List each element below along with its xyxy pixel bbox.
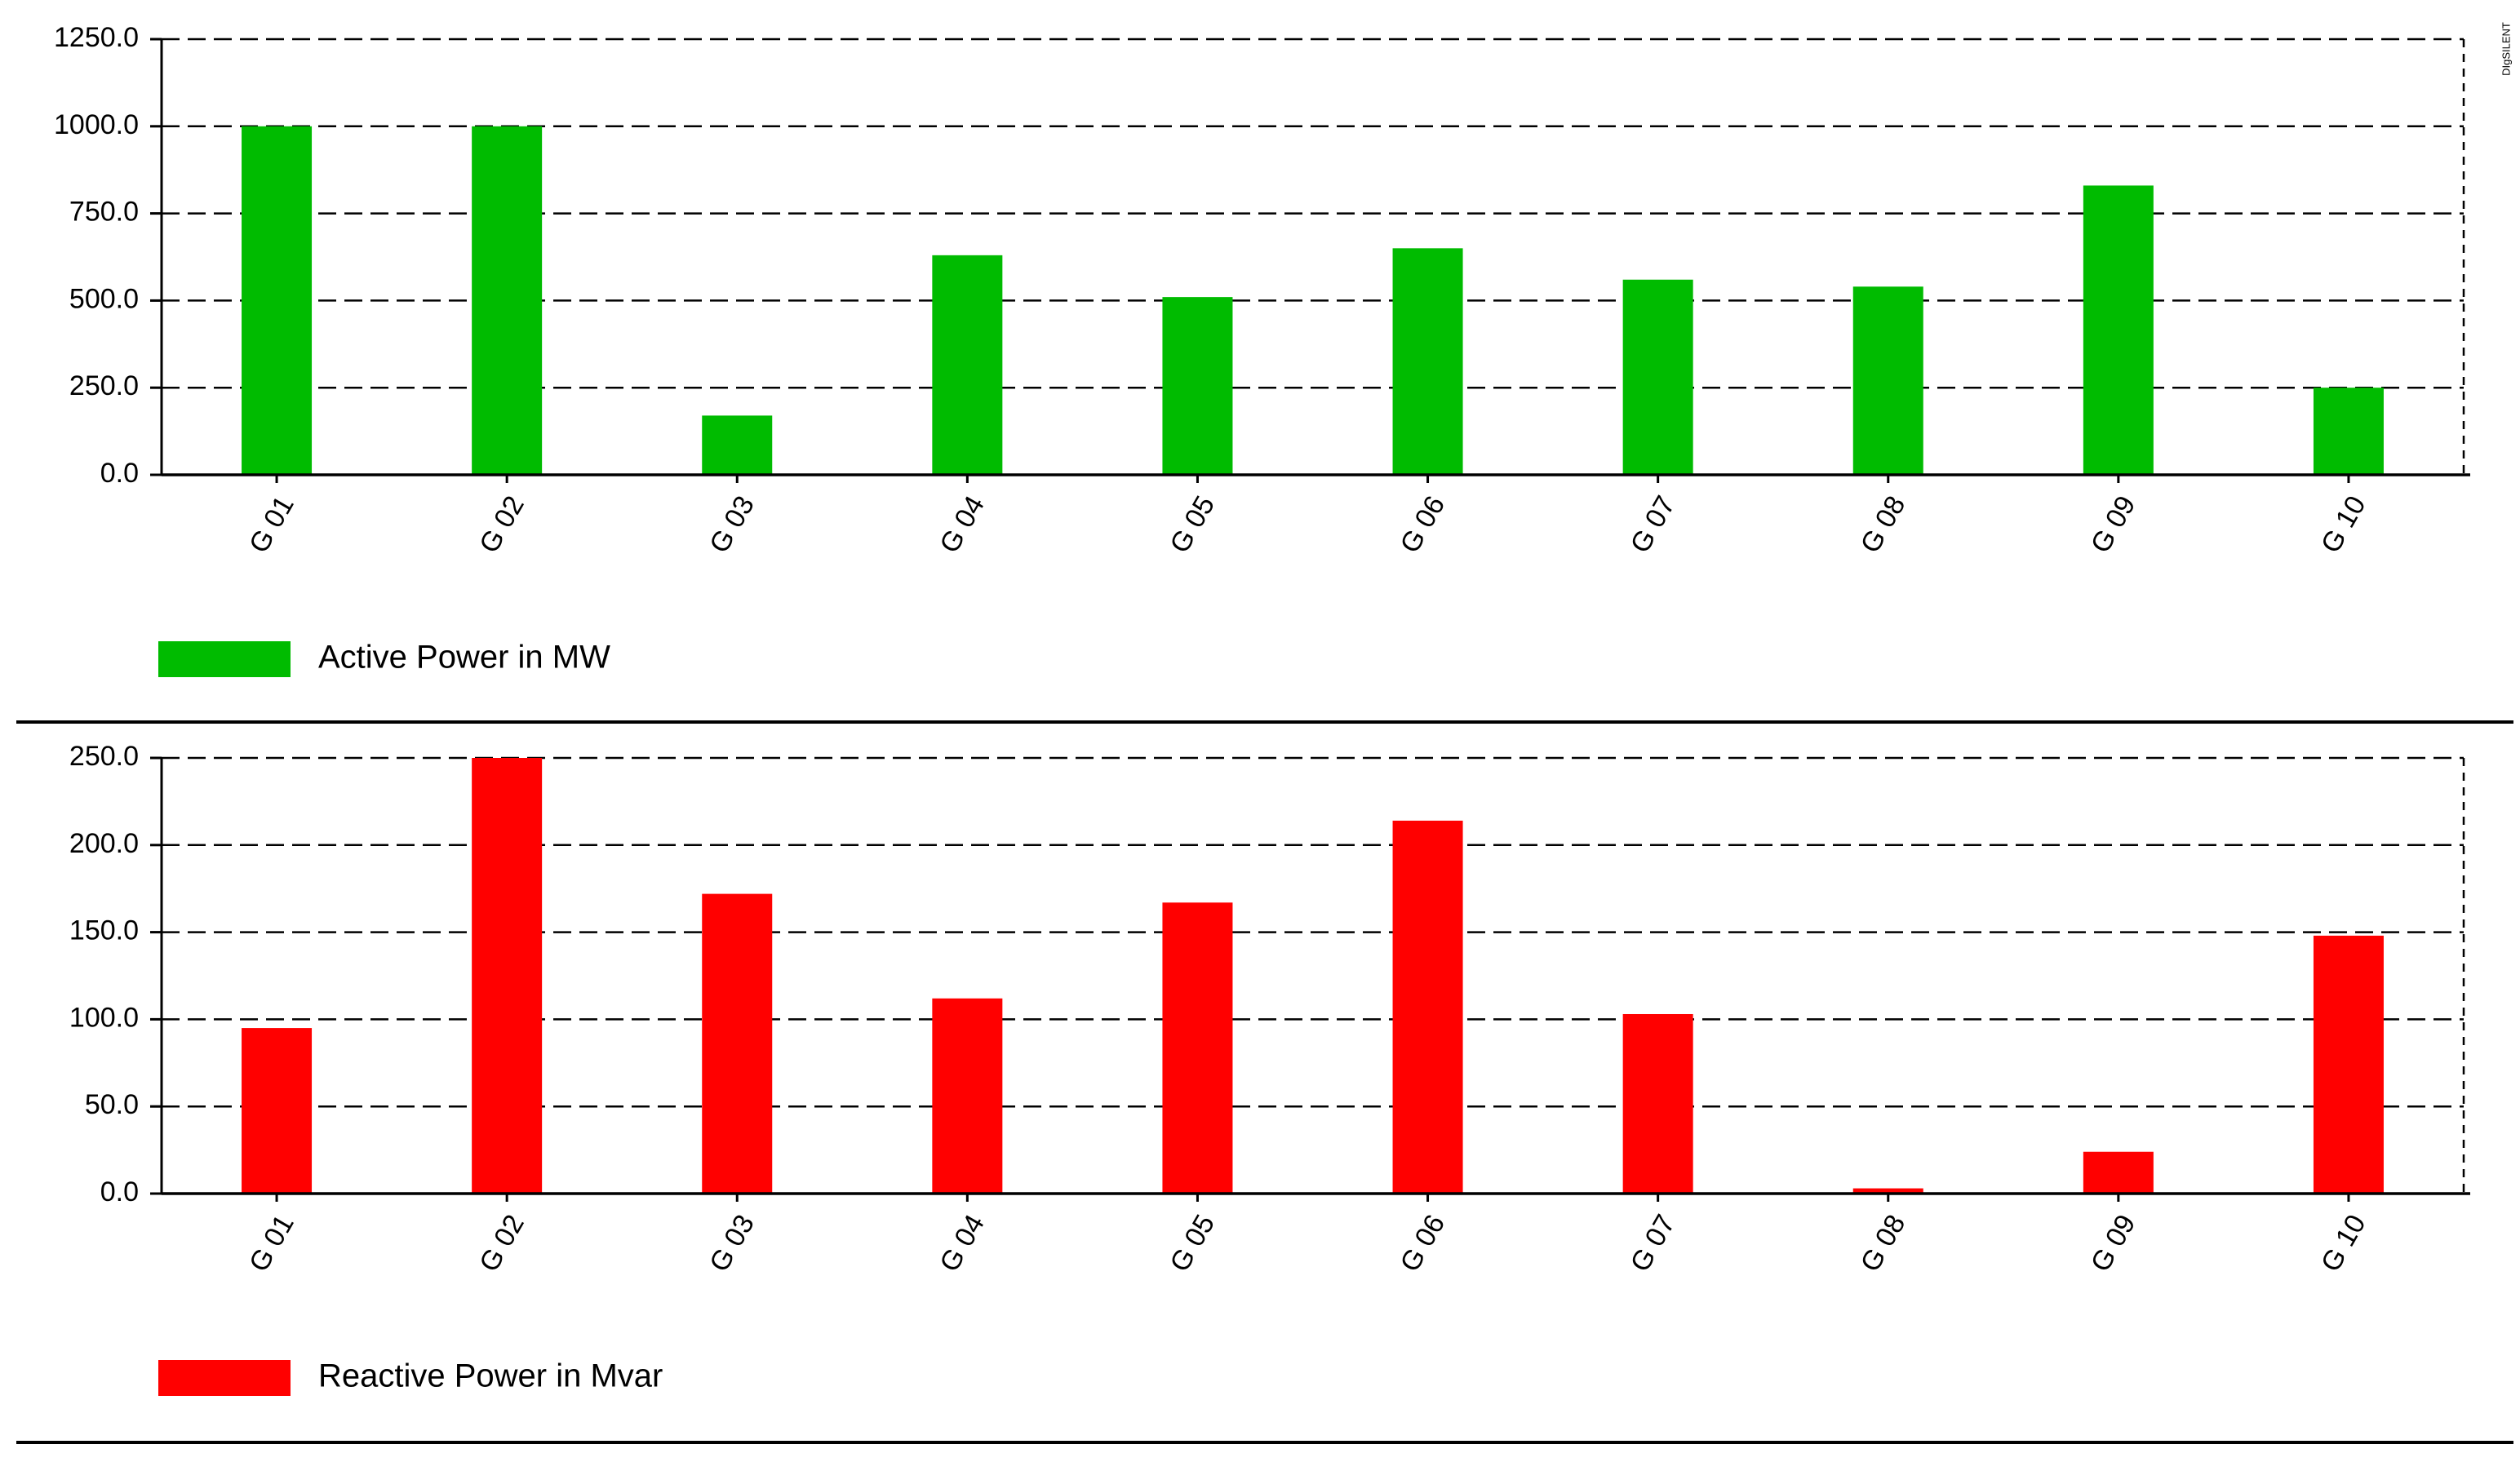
bar bbox=[1852, 286, 1923, 475]
x-tick-label: G 06 bbox=[1394, 490, 1451, 558]
bar bbox=[1392, 820, 1463, 1194]
bar bbox=[242, 1028, 313, 1194]
y-tick-label: 1250.0 bbox=[54, 22, 139, 53]
y-tick-label: 250.0 bbox=[69, 370, 139, 401]
bar bbox=[2313, 935, 2384, 1194]
x-tick-label: G 05 bbox=[1164, 1209, 1221, 1277]
bar bbox=[1162, 902, 1233, 1194]
x-tick-label: G 09 bbox=[2085, 490, 2142, 558]
legend-label: Active Power in MW bbox=[318, 640, 610, 676]
x-tick-label: G 10 bbox=[2315, 490, 2372, 558]
bar bbox=[242, 126, 313, 476]
y-tick-label: 1000.0 bbox=[54, 109, 139, 140]
legend-swatch bbox=[158, 641, 291, 677]
x-tick-label: G 08 bbox=[1855, 490, 1912, 558]
x-tick-label: G 08 bbox=[1855, 1209, 1912, 1277]
bar bbox=[472, 758, 543, 1194]
x-tick-label: G 06 bbox=[1394, 1209, 1451, 1277]
bar bbox=[1622, 1013, 1693, 1194]
bar bbox=[472, 126, 543, 476]
bar bbox=[1162, 297, 1233, 475]
x-tick-label: G 09 bbox=[2085, 1209, 2142, 1277]
x-tick-label: G 03 bbox=[703, 1209, 761, 1277]
bar bbox=[1852, 1188, 1923, 1194]
x-tick-label: G 10 bbox=[2315, 1209, 2372, 1277]
bar bbox=[2083, 185, 2154, 475]
y-tick-label: 250.0 bbox=[69, 741, 139, 772]
y-tick-label: 0.0 bbox=[100, 458, 139, 489]
x-tick-label: G 07 bbox=[1625, 1209, 1682, 1277]
watermark: DIgSILENT bbox=[2500, 22, 2512, 76]
x-tick-label: G 07 bbox=[1625, 490, 1682, 558]
y-tick-label: 500.0 bbox=[69, 283, 139, 314]
bar bbox=[932, 998, 1003, 1194]
bar bbox=[1622, 279, 1693, 475]
y-tick-label: 0.0 bbox=[100, 1176, 139, 1207]
bar bbox=[1392, 248, 1463, 475]
bar bbox=[2083, 1151, 2154, 1194]
x-tick-label: G 05 bbox=[1164, 490, 1221, 558]
x-tick-label: G 02 bbox=[473, 1209, 530, 1277]
legend-label: Reactive Power in Mvar bbox=[318, 1358, 663, 1394]
x-tick-label: G 04 bbox=[934, 1209, 991, 1277]
x-tick-label: G 04 bbox=[934, 490, 991, 558]
x-tick-label: G 02 bbox=[473, 490, 530, 558]
y-tick-label: 150.0 bbox=[69, 915, 139, 946]
y-tick-label: 750.0 bbox=[69, 197, 139, 228]
bar bbox=[932, 255, 1003, 475]
y-tick-label: 100.0 bbox=[69, 1002, 139, 1033]
legend-swatch bbox=[158, 1360, 291, 1396]
x-tick-label: G 01 bbox=[243, 490, 300, 558]
bar bbox=[2313, 388, 2384, 475]
y-tick-label: 50.0 bbox=[85, 1089, 139, 1120]
bar bbox=[702, 415, 773, 475]
x-tick-label: G 01 bbox=[243, 1209, 300, 1277]
y-tick-label: 200.0 bbox=[69, 828, 139, 859]
bar bbox=[702, 893, 773, 1194]
x-tick-label: G 03 bbox=[703, 490, 761, 558]
